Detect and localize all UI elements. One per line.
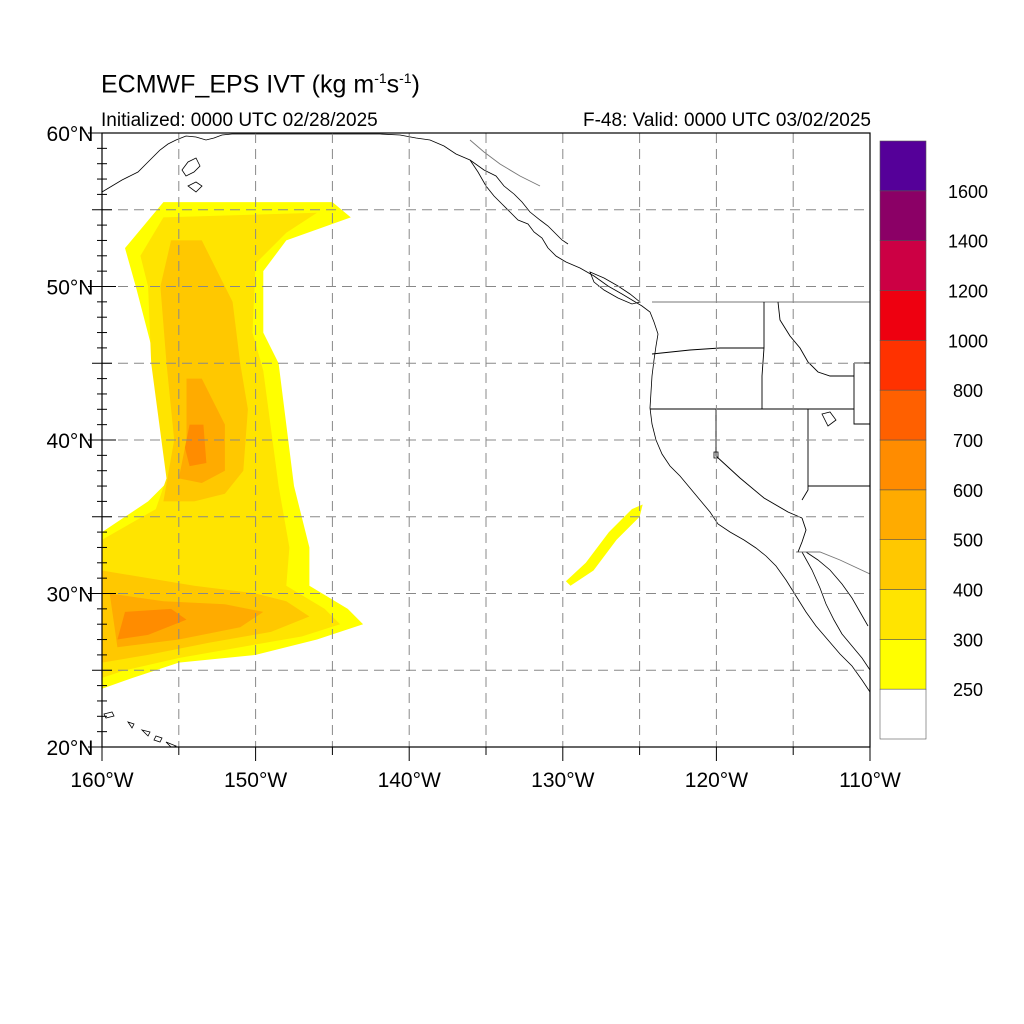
- lat-tick-label: 30°N: [47, 584, 94, 607]
- lon-tick-label: 140°W: [378, 769, 441, 792]
- lat-tick-label: 50°N: [47, 277, 94, 300]
- ivt-region-250-8: [565, 504, 643, 586]
- colorbar-swatch: [879, 439, 927, 491]
- colorbar-label: 700: [953, 431, 983, 451]
- lon-tick-label: 120°W: [685, 769, 748, 792]
- political-borders: [469, 139, 870, 575]
- colorbar: 250 300 400 500 600 700 800 1000 1200 1400 1600: [879, 140, 988, 740]
- wyoming-border: [853, 362, 870, 425]
- axis-labels: 160°W 150°W 140°W 130°W 120°W 110°W 60°N 50°N 40…: [47, 123, 901, 792]
- lon-tick-label: 160°W: [70, 769, 133, 792]
- lon-tick-label: 130°W: [531, 769, 594, 792]
- lat-tick-label: 40°N: [47, 430, 94, 453]
- hawaii-islands: [103, 711, 177, 747]
- alaska-peninsula: [181, 157, 201, 177]
- colorbar-label: 250: [953, 680, 983, 700]
- colorbar-swatch: [879, 589, 927, 640]
- colorbar-label: 800: [953, 381, 983, 401]
- alaska-panhandle: [469, 159, 549, 249]
- map-gridlines: [102, 133, 870, 747]
- colorbar-label: 1200: [948, 282, 988, 302]
- idaho-border: [761, 302, 765, 409]
- bc-coastline: [547, 247, 870, 693]
- colorbar-label: 1400: [948, 232, 988, 252]
- colorbar-swatch: [879, 190, 927, 241]
- colorbar-swatch: [879, 340, 927, 391]
- alaska-canada-border: [469, 139, 541, 187]
- colorbar-swatch: [879, 688, 927, 740]
- axis-ticks: [88, 132, 871, 761]
- valid-time-label: F-48: Valid: 0000 UTC 03/02/2025: [583, 110, 871, 131]
- lon-tick-label: 110°W: [839, 769, 901, 792]
- alaska-coastline: [102, 133, 569, 245]
- great-salt-lake: [821, 411, 837, 427]
- lon-tick-label: 150°W: [224, 769, 287, 792]
- gulf-coast-mexico: [805, 551, 869, 627]
- coastlines: [102, 133, 870, 747]
- colorbar-swatch: [879, 140, 927, 192]
- colorbar-swatch: [879, 539, 927, 590]
- baja-california: [801, 551, 870, 671]
- lat-tick-label: 20°N: [47, 737, 94, 760]
- az-ca-border: [797, 517, 807, 553]
- kodiak-island: [187, 181, 203, 193]
- idaho-montana-border: [777, 301, 854, 377]
- vancouver-island: [589, 271, 641, 305]
- ivt-region-400-2: [160, 240, 248, 502]
- colorbar-swatch: [879, 389, 927, 441]
- initialized-label: Initialized: 0000 UTC 02/28/2025: [101, 110, 378, 131]
- colorbar-swatch: [879, 489, 927, 540]
- colorbar-swatch: [879, 240, 927, 291]
- lat-tick-label: 60°N: [47, 123, 94, 146]
- wa-or-border: [651, 347, 764, 355]
- us-mexico-border: [796, 551, 870, 575]
- colorbar-label: 300: [953, 630, 983, 650]
- ivt-shading: [102, 202, 643, 689]
- colorbar-label: 500: [953, 531, 983, 551]
- ivt-region-600-6: [184, 424, 207, 467]
- colorbar-label: 400: [953, 581, 983, 601]
- colorbar-label: 1000: [948, 331, 988, 351]
- chart-title: ECMWF_EPS IVT (kg m-1s-1): [101, 70, 420, 99]
- ivt-region-600-7: [117, 608, 187, 640]
- colorbar-label: 600: [953, 481, 983, 501]
- colorbar-swatch: [879, 290, 927, 341]
- ca-nv-border: [715, 409, 803, 519]
- colorbar-label: 1600: [948, 182, 988, 202]
- nv-east-border: [801, 409, 809, 501]
- colorbar-swatch: [879, 639, 927, 690]
